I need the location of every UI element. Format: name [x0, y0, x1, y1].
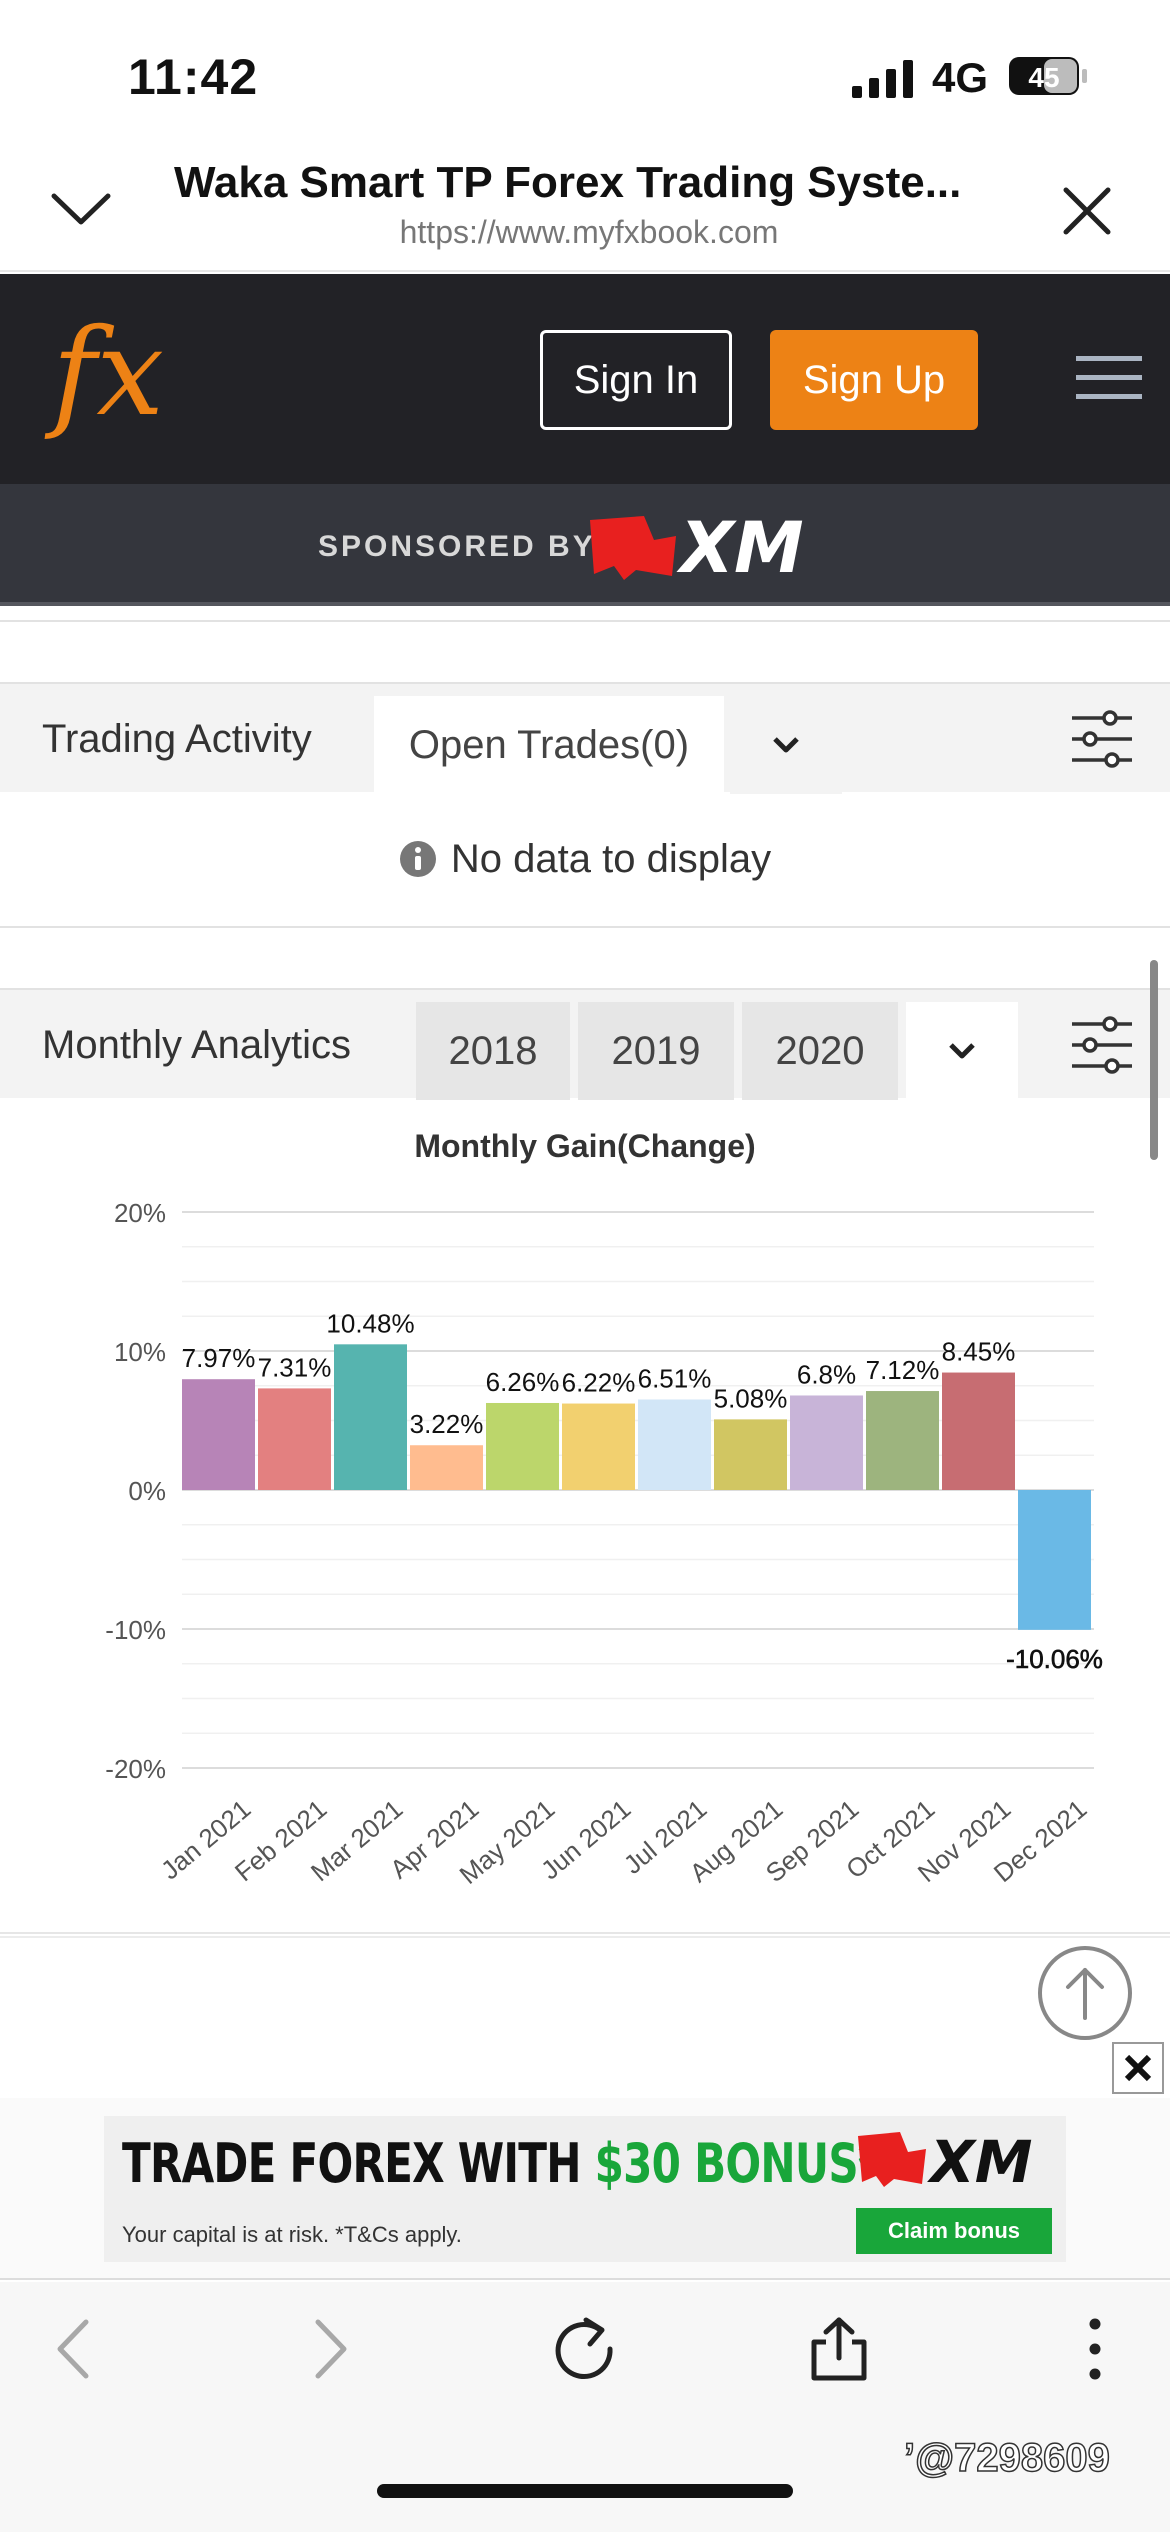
ad-headline-text: TRADE FOREX WITH	[122, 2132, 595, 2195]
svg-text:XM: XM	[676, 510, 804, 582]
bar	[790, 1395, 863, 1490]
trading-activity-tabs: Trading Activity Open Trades(0)	[0, 682, 1170, 794]
reload-icon[interactable]	[552, 2316, 618, 2382]
bar	[942, 1372, 1015, 1490]
data-label: 6.51%	[638, 1364, 712, 1394]
bar	[562, 1403, 635, 1490]
data-label: 6.8%	[797, 1359, 856, 1389]
year-more-dropdown[interactable]	[906, 1002, 1018, 1100]
ad-close-button[interactable]	[1112, 2042, 1164, 2094]
chart-title: Monthly Gain(Change)	[414, 1128, 756, 1164]
blank-content-card	[0, 1936, 1170, 2096]
sign-up-button[interactable]: Sign Up	[770, 330, 978, 430]
watermark-text: ’@7298609	[903, 2435, 1110, 2481]
more-vertical-icon[interactable]	[1062, 2316, 1128, 2382]
page-scrollbar[interactable]	[1150, 960, 1158, 1160]
y-tick-label: 10%	[114, 1337, 166, 1367]
bar	[866, 1391, 939, 1490]
sponsored-by-label: SPONSORED BY	[318, 530, 596, 563]
y-tick-label: 20%	[114, 1198, 166, 1228]
bar	[182, 1379, 255, 1490]
monthly-analytics-title: Monthly Analytics	[42, 1022, 352, 1067]
bar	[258, 1388, 331, 1490]
svg-text:XM: XM	[927, 2128, 1032, 2190]
tab-year-2018[interactable]: 2018	[416, 1002, 570, 1100]
close-icon[interactable]	[1060, 184, 1114, 238]
data-label: 7.97%	[182, 1343, 256, 1373]
empty-state: No data to display	[0, 792, 1170, 928]
network-type: 4G	[932, 54, 989, 101]
scroll-to-top-icon[interactable]	[1036, 1944, 1134, 2042]
bar	[714, 1419, 787, 1490]
ad-banner[interactable]: TRADE FOREX WITH $30 BONUS* Your capital…	[0, 2098, 1170, 2280]
tabs-more-dropdown[interactable]	[730, 696, 842, 794]
filter-sliders-icon[interactable]	[1070, 1014, 1134, 1076]
filter-sliders-icon[interactable]	[1070, 708, 1134, 770]
ad-fine-print: Your capital is at risk. *T&Cs apply.	[122, 2222, 462, 2247]
status-bar: 11:42 4G 45	[0, 0, 1170, 140]
page-title: Waka Smart TP Forex Trading Syste...	[174, 158, 962, 207]
cellular-signal-icon	[852, 60, 913, 98]
ad-content[interactable]: TRADE FOREX WITH $30 BONUS* Your capital…	[104, 2116, 1066, 2262]
status-time: 11:42	[128, 49, 259, 105]
data-label: 8.45%	[942, 1337, 1016, 1367]
site-navbar: fx Sign In Sign Up	[0, 274, 1170, 484]
divider	[0, 620, 1170, 622]
data-label: 7.31%	[258, 1352, 332, 1382]
monthly-gain-chart: Monthly Gain(Change) 20% 10% 0% -10% -20% 7.9…	[0, 1100, 1170, 1934]
back-arrow-icon[interactable]	[42, 2316, 108, 2382]
bar	[410, 1445, 483, 1490]
data-label: 10.48%	[326, 1308, 414, 1338]
ad-close-icon	[1124, 2054, 1152, 2082]
data-label: 5.08%	[714, 1383, 788, 1413]
claim-bonus-button[interactable]: Claim bonus	[856, 2208, 1052, 2254]
ad-headline-bonus: $30 BONUS*	[594, 2132, 880, 2195]
share-icon[interactable]	[806, 2316, 872, 2382]
bar	[334, 1344, 407, 1490]
tab-year-2020[interactable]: 2020	[742, 1002, 898, 1100]
battery-icon: 45	[1009, 57, 1087, 95]
data-label: 3.22%	[410, 1409, 484, 1439]
page-url: https://www.myfxbook.com	[399, 214, 779, 250]
ad-xm-logo: XM	[858, 2128, 1032, 2190]
trading-activity-title: Trading Activity	[42, 716, 312, 761]
forward-arrow-icon[interactable]	[296, 2316, 362, 2382]
chevron-down-icon[interactable]	[48, 182, 114, 236]
battery-level: 45	[1028, 62, 1059, 93]
y-tick-label: -20%	[105, 1754, 166, 1784]
y-tick-label: 0%	[128, 1476, 166, 1506]
bar	[638, 1399, 711, 1490]
sponsor-bar[interactable]: SPONSORED BY XM	[0, 484, 1170, 606]
sign-in-button[interactable]: Sign In	[540, 330, 732, 430]
chevron-down-icon	[949, 1043, 975, 1059]
bar	[1018, 1490, 1091, 1630]
svg-text:fx: fx	[44, 304, 164, 443]
tab-open-trades[interactable]: Open Trades(0)	[374, 696, 724, 794]
hamburger-menu-icon[interactable]	[1076, 352, 1142, 404]
tab-year-2019[interactable]: 2019	[578, 1002, 734, 1100]
home-indicator[interactable]	[377, 2484, 793, 2498]
data-label: 7.12%	[866, 1355, 940, 1385]
info-icon	[399, 841, 436, 877]
data-label: -10.06%	[1006, 1644, 1103, 1674]
data-label: 6.22%	[562, 1368, 636, 1398]
chevron-down-icon	[773, 737, 799, 753]
empty-state-message: No data to display	[450, 836, 772, 881]
browser-header: Waka Smart TP Forex Trading Syste... htt…	[0, 140, 1170, 272]
data-label: 6.26%	[486, 1367, 560, 1397]
xm-logo: XM	[590, 510, 804, 582]
fx-logo[interactable]: fx	[44, 296, 184, 456]
monthly-analytics-tabs: Monthly Analytics 2018 2019 2020	[0, 988, 1170, 1100]
ad-headline: TRADE FOREX WITH $30 BONUS*	[122, 2132, 880, 2195]
y-tick-label: -10%	[105, 1615, 166, 1645]
bar	[486, 1402, 559, 1490]
